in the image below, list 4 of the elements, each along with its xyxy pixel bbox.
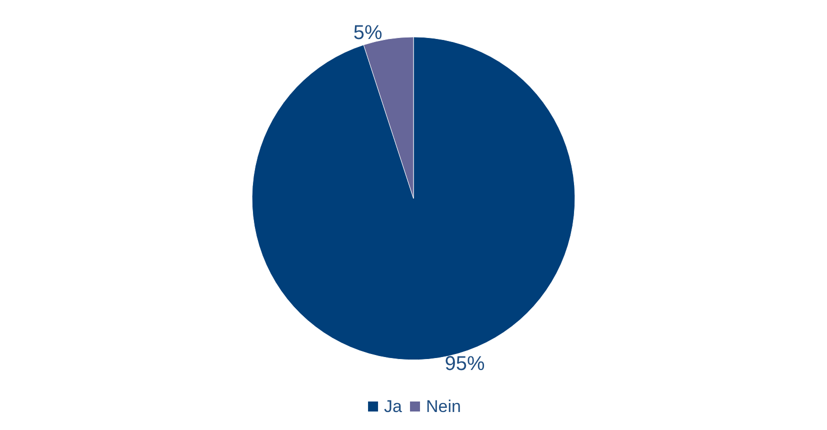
data-label: 95% (444, 352, 485, 375)
legend-label: Nein (426, 397, 461, 416)
data-label: 5% (353, 22, 383, 44)
legend-label: Ja (384, 397, 403, 416)
